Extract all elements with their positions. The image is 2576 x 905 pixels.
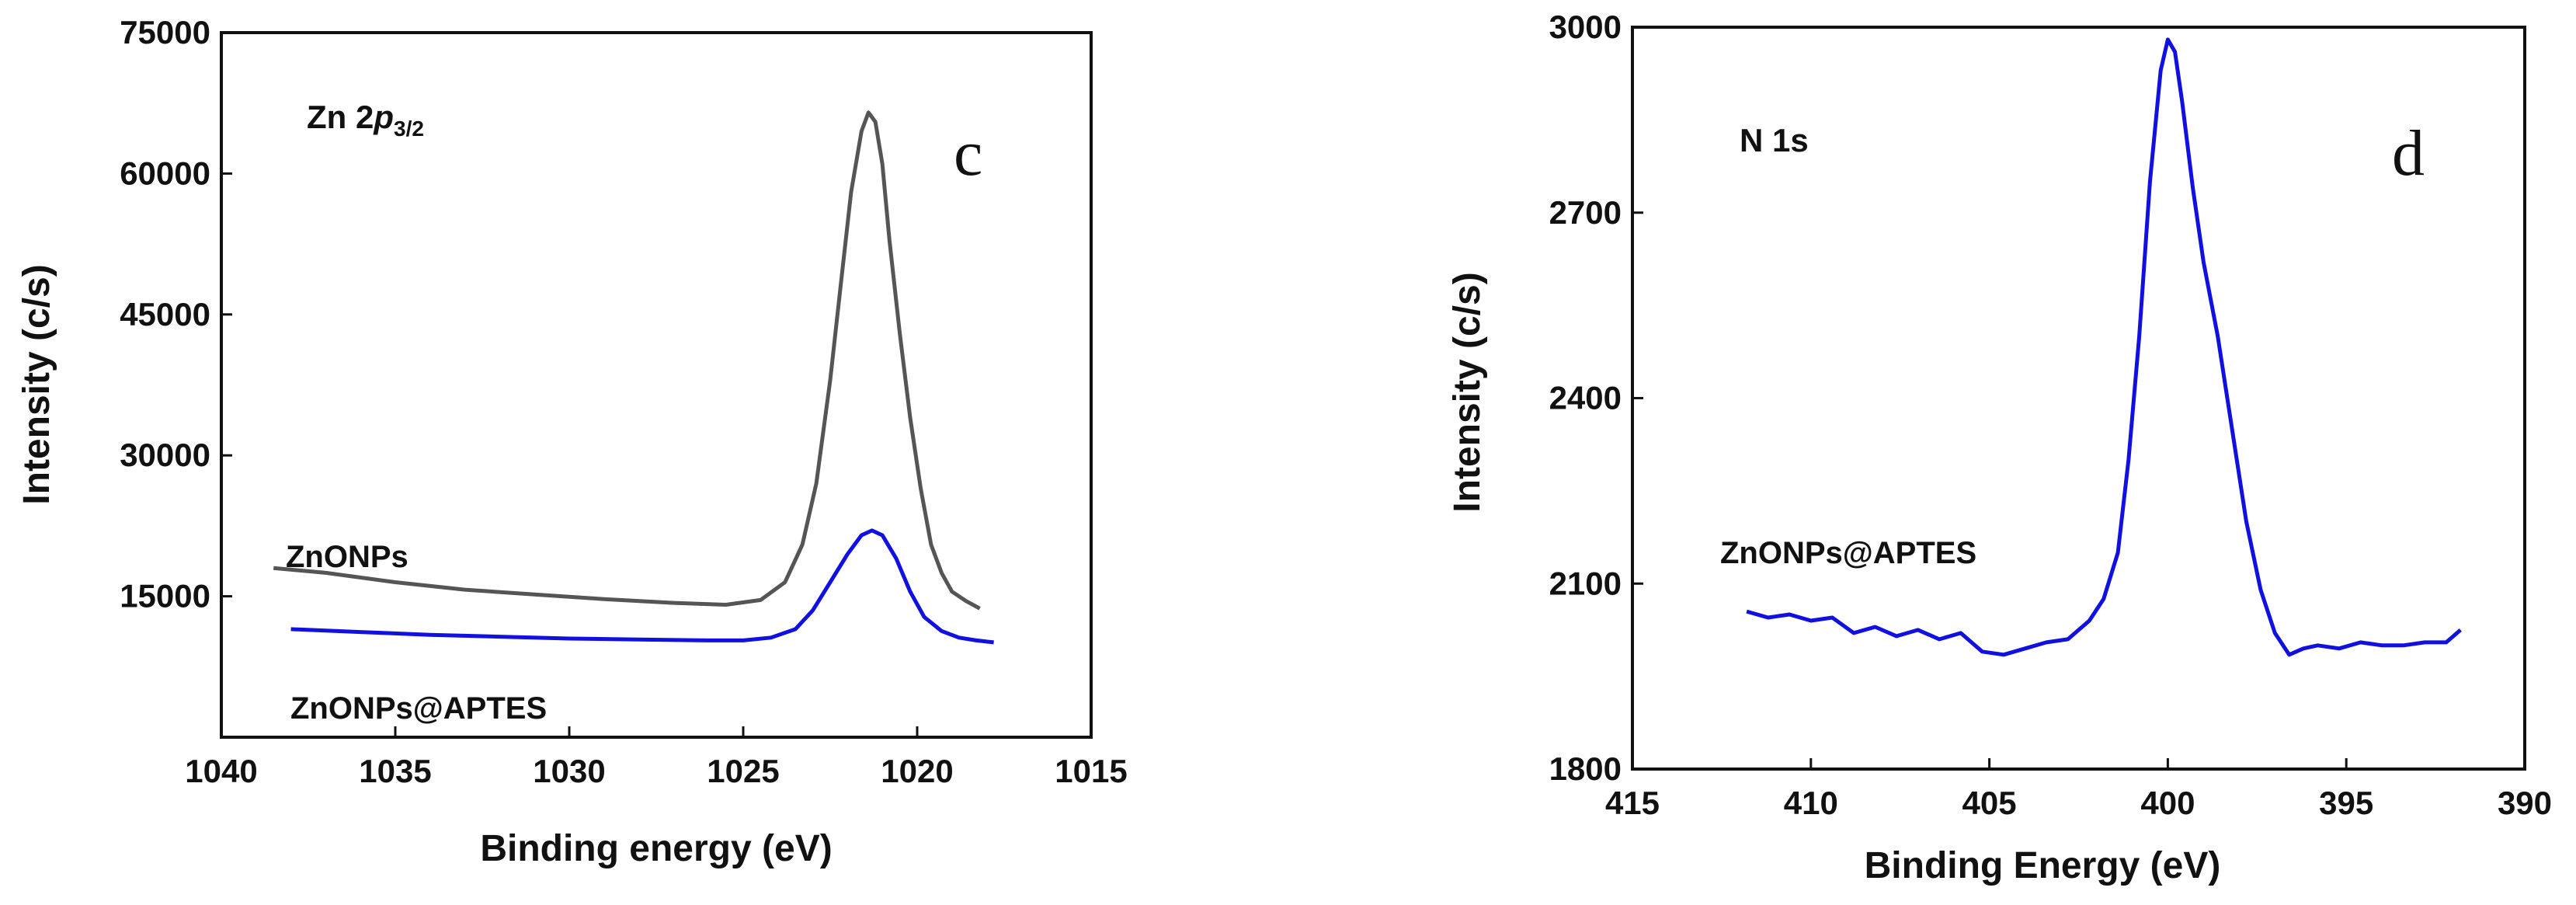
y-tick-label: 2100 — [1549, 565, 1622, 601]
y-tick-label: 45000 — [120, 296, 210, 332]
x-axis-title-d: Binding Energy (eV) — [1865, 845, 2221, 886]
y-tick-label: 75000 — [120, 14, 210, 50]
series-line-znonps-aptes — [1746, 37, 2462, 657]
y-tick-label: 3000 — [1549, 9, 1622, 45]
x-ticks-d: 415 410 405 400 395 390 — [1605, 758, 2552, 821]
x-tick-label: 405 — [1962, 785, 2017, 821]
series-label-znonps-aptes-d: ZnONPs@APTES — [1720, 536, 1976, 570]
y-tick-label: 1800 — [1549, 750, 1622, 787]
y-tick-label: 2400 — [1549, 380, 1622, 416]
y-ticks-c: 15000 30000 45000 60000 75000 — [120, 14, 232, 614]
core-level-title-d: N 1s — [1740, 122, 1809, 158]
x-tick-label: 415 — [1605, 785, 1660, 821]
x-ticks-c: 1040 1035 1030 1025 1020 1015 — [185, 726, 1128, 789]
y-tick-label: 15000 — [120, 578, 210, 614]
x-axis-title-c: Binding energy (eV) — [480, 828, 832, 869]
panel-letter-c: c — [954, 117, 982, 190]
series-label-znonps-aptes-c: ZnONPs@APTES — [290, 691, 547, 726]
x-tick-label: 410 — [1784, 785, 1838, 821]
y-tick-label: 2700 — [1549, 194, 1622, 231]
panel-letter-d: d — [2392, 117, 2425, 190]
x-tick-label: 1025 — [707, 753, 779, 789]
core-level-title-c: Zn 2p3/2 — [307, 99, 424, 141]
y-axis-title-c: Intensity (c/s) — [16, 264, 57, 504]
series-label-znonps: ZnONPs — [286, 540, 408, 574]
y-tick-label: 30000 — [120, 437, 210, 473]
x-tick-label: 1030 — [533, 753, 605, 789]
y-ticks-d: 1800 2100 2400 2700 3000 — [1549, 9, 1643, 787]
series-line-znonps-aptes — [290, 528, 994, 645]
y-axis-title-d: Intensity (c/s) — [1447, 272, 1488, 512]
x-tick-label: 1020 — [881, 753, 953, 789]
series-line-znonps — [273, 110, 981, 611]
x-tick-label: 1035 — [359, 753, 431, 789]
x-tick-label: 395 — [2319, 785, 2373, 821]
series-group-d — [1746, 37, 2462, 657]
x-tick-label: 400 — [2140, 785, 2195, 821]
y-tick-label: 60000 — [120, 155, 210, 191]
series-group-c — [273, 110, 994, 645]
x-tick-label: 1015 — [1055, 753, 1127, 789]
x-tick-label: 390 — [2498, 785, 2552, 821]
x-tick-label: 1040 — [185, 753, 257, 789]
plot-frame-c — [220, 31, 1093, 739]
